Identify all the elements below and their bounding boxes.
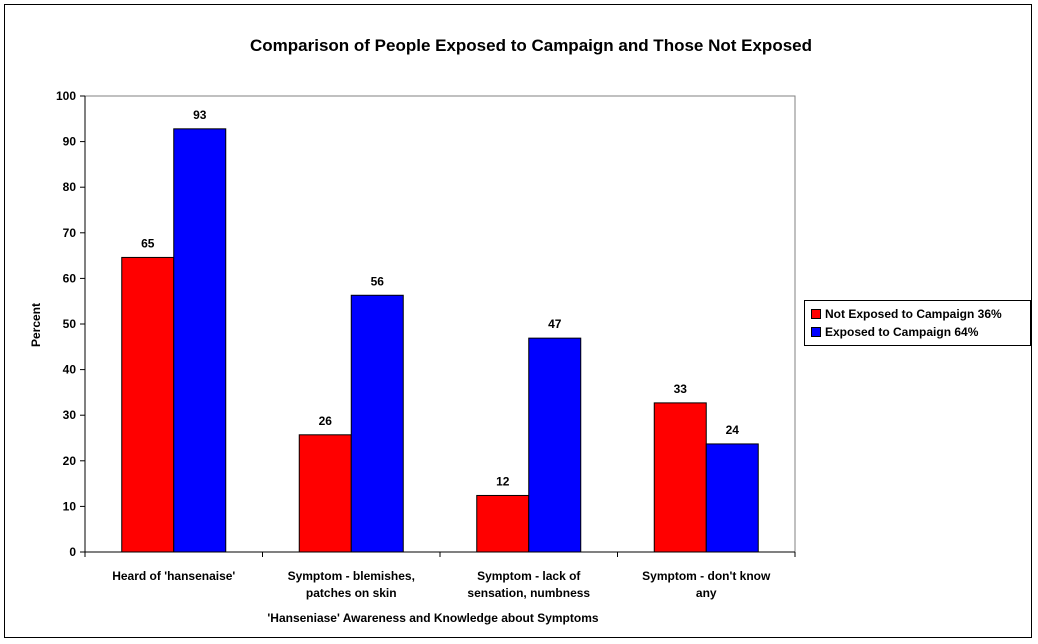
y-tick-label: 30 xyxy=(63,408,77,422)
bar xyxy=(121,256,175,553)
y-tick-label: 80 xyxy=(63,180,77,194)
chart-title: Comparison of People Exposed to Campaign… xyxy=(250,36,812,55)
bar xyxy=(298,434,352,553)
x-category-label-line: patches on skin xyxy=(306,586,397,600)
legend-label-exposed: Exposed to Campaign 64% xyxy=(825,325,979,339)
plot-area: 0 10 20 30 40 50 60 70 80 90 100 65 93 Heard of 'hans… xyxy=(56,89,796,600)
x-category-label: Symptom - blemishes, patches on skin xyxy=(288,569,415,600)
x-category-label-line: sensation, numbness xyxy=(467,586,590,600)
legend: Not Exposed to Campaign 36% Exposed to C… xyxy=(804,300,1031,346)
y-axis-title: Percent xyxy=(29,303,43,347)
x-axis-title: 'Hanseniase' Awareness and Knowledge abo… xyxy=(267,611,598,625)
bar xyxy=(173,128,227,553)
legend-item-exposed: Exposed to Campaign 64% xyxy=(811,323,1026,341)
data-label: 65 xyxy=(141,236,155,250)
y-tick-label: 10 xyxy=(63,499,77,513)
y-tick-label: 20 xyxy=(63,454,77,468)
x-category-label-line: Symptom - don't know xyxy=(642,569,771,583)
y-tick-label: 40 xyxy=(63,363,77,377)
data-label: 26 xyxy=(319,414,333,428)
bar xyxy=(476,494,530,553)
y-tick-label: 90 xyxy=(63,135,77,149)
data-label: 24 xyxy=(726,423,740,437)
y-tick-label: 50 xyxy=(63,317,77,331)
x-category-label: Symptom - don't know any xyxy=(642,569,771,600)
data-label: 47 xyxy=(548,317,562,331)
legend-item-not-exposed: Not Exposed to Campaign 36% xyxy=(811,305,1026,323)
x-category-label: Heard of 'hansenaise' xyxy=(112,569,235,583)
x-category-label: Symptom - lack of sensation, numbness xyxy=(467,569,590,600)
bar xyxy=(705,443,759,553)
y-tick-label: 100 xyxy=(56,89,76,103)
data-label: 33 xyxy=(674,382,688,396)
legend-swatch-blue xyxy=(811,327,821,337)
y-tick-label: 70 xyxy=(63,226,77,240)
data-label: 93 xyxy=(193,108,207,122)
data-label: 56 xyxy=(371,274,385,288)
bar xyxy=(653,402,707,553)
data-label: 12 xyxy=(496,474,510,488)
bar xyxy=(528,337,582,553)
bar xyxy=(350,294,404,553)
x-category-label-line: any xyxy=(696,586,717,600)
y-tick-label: 60 xyxy=(63,271,77,285)
x-category-label-line: Symptom - blemishes, xyxy=(288,569,415,583)
x-category-label-line: Symptom - lack of xyxy=(477,569,581,583)
x-category-label-line: Heard of 'hansenaise' xyxy=(112,569,235,583)
y-tick-label: 0 xyxy=(69,545,76,559)
legend-label-not-exposed: Not Exposed to Campaign 36% xyxy=(825,307,1002,321)
legend-swatch-red xyxy=(811,309,821,319)
